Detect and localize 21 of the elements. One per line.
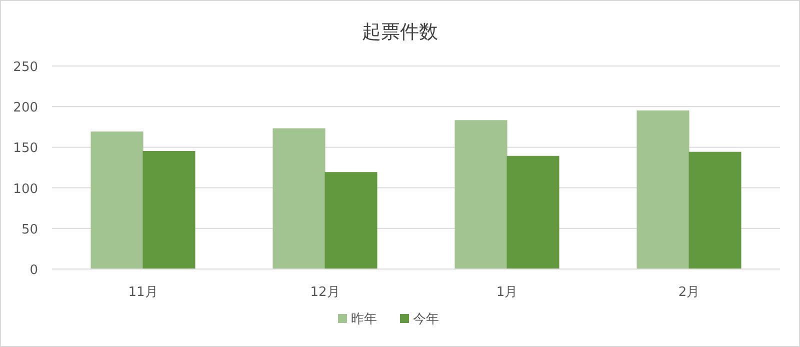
y-tick-label: 250	[13, 60, 38, 75]
chart-title: 起票件数	[362, 21, 438, 43]
x-tick-label: 12月	[310, 285, 340, 300]
y-tick-label: 50	[21, 222, 38, 238]
y-tick-label: 0	[30, 263, 38, 278]
y-tick-label: 100	[13, 182, 38, 197]
bar	[142, 151, 196, 270]
bar	[636, 110, 690, 270]
y-tick-label: 150	[13, 141, 38, 156]
x-tick-label: 2月	[678, 285, 700, 300]
legend-label: 今年	[413, 312, 439, 327]
bar	[272, 128, 326, 270]
bar	[688, 152, 742, 270]
bar	[324, 172, 378, 270]
y-tick-label: 200	[13, 100, 38, 116]
bar	[454, 120, 508, 270]
bar	[90, 132, 144, 270]
bar	[506, 156, 560, 270]
x-tick-label: 11月	[128, 285, 158, 300]
x-tick-label: 1月	[496, 285, 518, 300]
legend-label: 昨年	[351, 312, 377, 327]
